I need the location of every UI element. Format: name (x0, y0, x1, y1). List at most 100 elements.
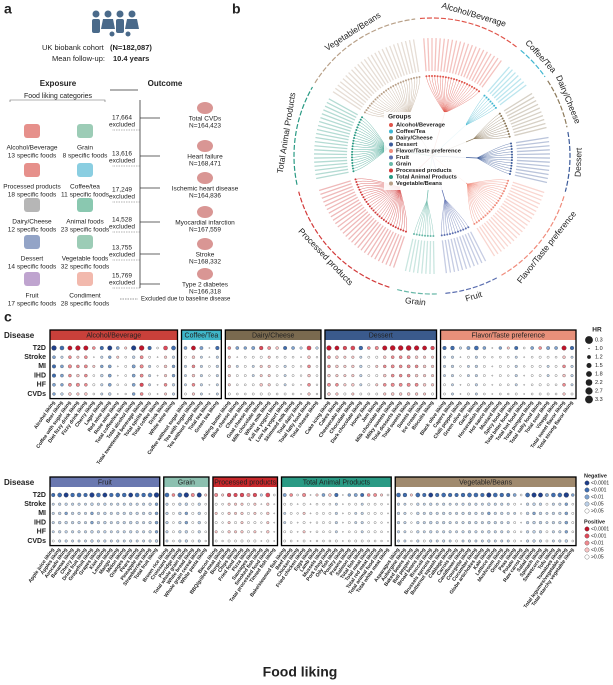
leaf-label-stub (505, 96, 535, 115)
leaf-dot (367, 203, 370, 206)
group-box (163, 476, 210, 547)
hr-bubble (142, 511, 146, 515)
hr-bubble (178, 502, 182, 506)
leaf-dot (351, 150, 354, 153)
leaf-dot (413, 232, 416, 235)
leaf-dot (457, 230, 460, 233)
hr-bubble (259, 345, 264, 351)
leaf-dot (374, 211, 377, 214)
leaf-label-stub (509, 189, 541, 205)
hr-bubble (359, 383, 363, 387)
hr-bubble (328, 530, 332, 534)
hr-bubble (52, 364, 56, 369)
leaf-label-stub (478, 57, 499, 86)
tree-leaf (467, 183, 484, 218)
group-arc (314, 18, 416, 84)
hr-bubble (468, 539, 471, 543)
hr-bubble (165, 511, 169, 515)
hr-bubble (399, 392, 403, 396)
tree-leaf (467, 183, 480, 221)
hr-bubble (532, 502, 536, 506)
hr-bubble (283, 539, 286, 543)
hr-bubble (551, 511, 555, 515)
hr-bubble (406, 373, 411, 378)
hr-bubble (236, 383, 239, 386)
leaf-label-stub (314, 162, 348, 167)
hr-bubble (275, 392, 279, 396)
hr-bubble (259, 392, 263, 396)
hr-bubble (441, 492, 446, 498)
leaf-dot (351, 156, 354, 159)
hr-bubble (139, 382, 144, 387)
hr-bubble (467, 383, 470, 387)
legend-dot (389, 181, 393, 186)
hr-bubble (367, 346, 371, 350)
category-name: Vegetable foods (62, 256, 109, 263)
leaf-label-stub (509, 107, 541, 123)
tree-leaf (444, 199, 464, 230)
hr-bubble (563, 492, 569, 498)
hr-bubble (204, 503, 207, 506)
leaf-label-stub (516, 162, 550, 167)
leaf-label-stub (508, 103, 539, 120)
hr-bubble (132, 355, 136, 359)
outcome-name: Myocardial infarction (175, 220, 235, 227)
tree-leaf (467, 183, 477, 223)
hr-bubble (108, 364, 112, 369)
hr-bubble (367, 355, 371, 359)
leaf-dot (510, 153, 513, 156)
leaf-label-stub (320, 183, 352, 196)
hr-bubble (90, 539, 94, 543)
leaf-label-stub (404, 40, 414, 74)
leaf-dot (459, 229, 462, 232)
group-header (50, 477, 160, 487)
legend-dot (389, 162, 393, 166)
tree-leaf (390, 186, 400, 225)
leaf-dot (505, 184, 508, 187)
tree-leaf (440, 76, 445, 113)
tree-leaf (360, 119, 388, 150)
label: 10.4 years (113, 54, 149, 63)
leaf-dot (485, 96, 488, 99)
tree-leaf (467, 183, 504, 192)
hr-bubble (551, 530, 555, 534)
legend-label: Total Animal Products (396, 175, 457, 181)
hr-bubble (103, 511, 107, 515)
hr-bubble (251, 355, 255, 359)
outcome-n: N=166,318 (189, 289, 221, 296)
hr-bubble (367, 539, 370, 543)
leaf-dot (510, 156, 513, 159)
hr-bubble (289, 502, 293, 506)
hr-bubble (227, 346, 232, 350)
hr-bubble (328, 521, 332, 524)
hr-bubble (507, 365, 510, 368)
hr-bubble (328, 493, 332, 497)
hr-bubble (315, 356, 319, 359)
legend-dot (389, 175, 393, 179)
group-arc (443, 277, 498, 295)
leaf-dot (510, 142, 513, 145)
hr-bubble (266, 539, 270, 543)
hr-bubble (109, 521, 113, 525)
leaf-dot (382, 218, 385, 221)
hr-bubble (273, 512, 276, 515)
hr-bubble (154, 530, 159, 534)
hr-bubble (448, 492, 453, 498)
leaf-dot (378, 94, 381, 97)
hr-bubble (348, 530, 351, 533)
leaf-label-stub (516, 165, 550, 172)
hr-bubble (455, 521, 458, 524)
hr-bubble (122, 502, 126, 506)
hr-bubble (84, 383, 88, 387)
hr-bubble (327, 355, 331, 359)
outcome-name: Total CVDs (189, 116, 222, 123)
hr-bubble (512, 493, 517, 497)
row-title: Disease (4, 478, 35, 487)
hr-bubble (291, 383, 295, 386)
group-box (324, 329, 438, 400)
tree-leaf (444, 199, 453, 234)
hr-bubble (197, 530, 201, 534)
hr-bubble (327, 364, 331, 369)
hr-bubble (96, 521, 100, 525)
hr-bubble (251, 374, 255, 377)
